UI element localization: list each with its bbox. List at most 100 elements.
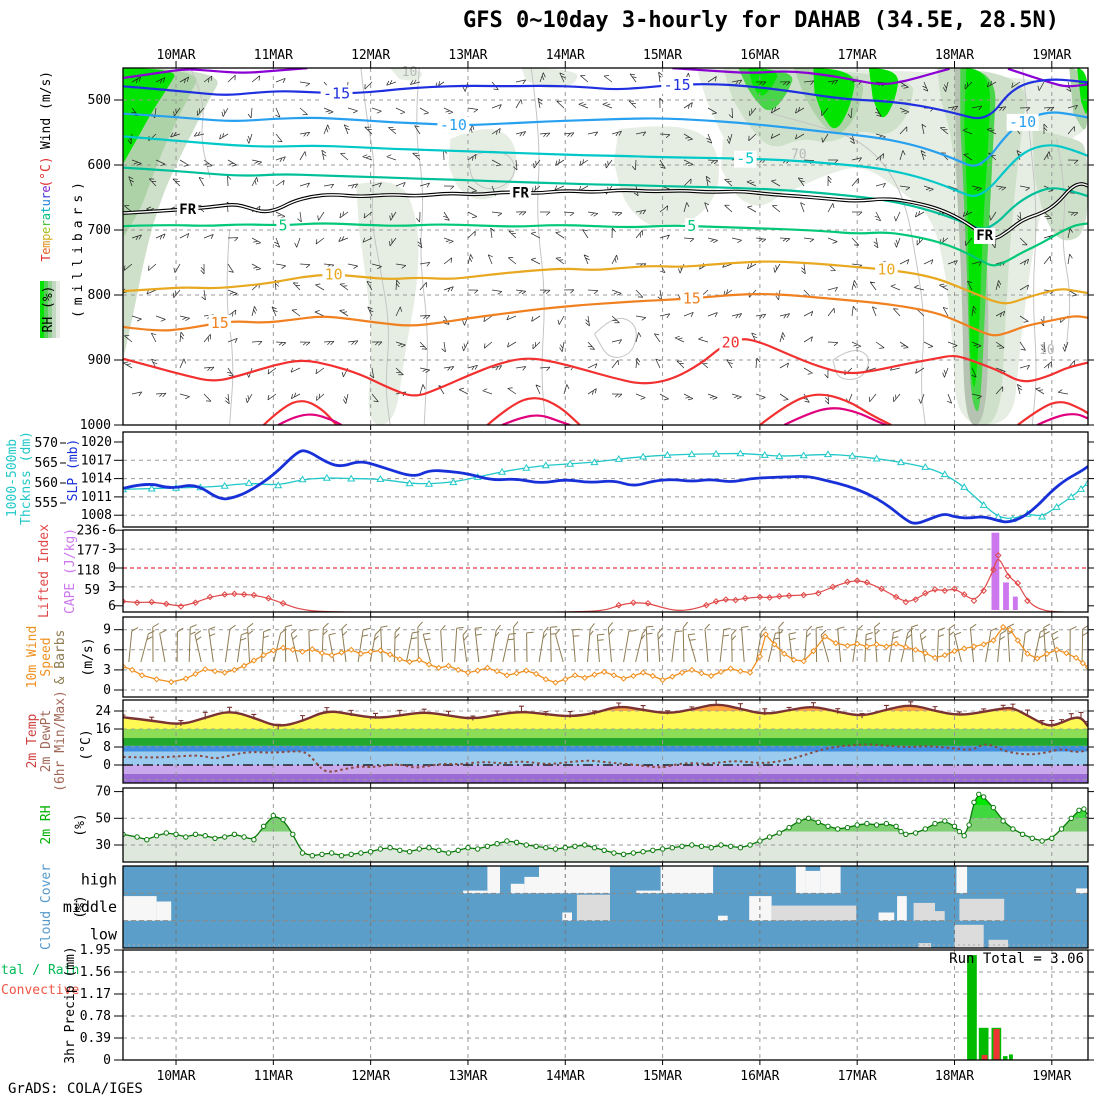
svg-text:u: u	[39, 199, 53, 206]
svg-text:low: low	[90, 925, 118, 943]
svg-text:13MAR: 13MAR	[448, 48, 487, 63]
svg-text:Speed: Speed	[39, 637, 54, 676]
svg-text:Run Total = 3.06: Run Total = 3.06	[949, 951, 1084, 967]
svg-text:10: 10	[1039, 343, 1055, 358]
svg-text:2m DewPt: 2m DewPt	[39, 710, 54, 773]
svg-text:10MAR: 10MAR	[156, 48, 195, 63]
svg-text:T: T	[39, 254, 53, 261]
svg-text:e: e	[39, 227, 53, 234]
svg-text:10: 10	[325, 265, 343, 283]
svg-text:FR: FR	[976, 228, 993, 244]
svg-text:24: 24	[95, 704, 111, 719]
svg-text:-3: -3	[100, 542, 116, 557]
svg-text:2m RH: 2m RH	[39, 805, 54, 844]
svg-text:6: 6	[103, 643, 111, 658]
svg-text:r: r	[39, 192, 53, 199]
svg-text:0: 0	[103, 683, 111, 698]
svg-text:0: 0	[103, 758, 111, 773]
svg-text:5: 5	[279, 216, 288, 234]
svg-text:15: 15	[683, 289, 701, 307]
svg-text:p: p	[39, 234, 53, 241]
svg-text:1.17: 1.17	[80, 987, 111, 1002]
svg-text:9: 9	[103, 623, 111, 638]
svg-text:SLP (mb): SLP (mb)	[66, 439, 81, 502]
svg-text:t: t	[39, 206, 53, 213]
svg-text:1000: 1000	[80, 418, 111, 433]
svg-text:18MAR: 18MAR	[935, 48, 974, 63]
svg-text:15: 15	[211, 314, 229, 332]
svg-text:19MAR: 19MAR	[1032, 48, 1071, 63]
svg-text:11MAR: 11MAR	[254, 48, 293, 63]
svg-text:14MAR: 14MAR	[546, 48, 585, 63]
svg-text:3: 3	[103, 663, 111, 678]
svg-text:(°C): (°C)	[39, 156, 54, 187]
svg-text:(%): (%)	[73, 813, 88, 836]
chart-title: GFS 0~10day 3-hourly for DAHAB (34.5E, 2…	[462, 8, 1060, 33]
svg-text:15MAR: 15MAR	[643, 1069, 682, 1084]
grads-credit: GrADS: COLA/IGES	[8, 1081, 143, 1097]
svg-text:18MAR: 18MAR	[935, 1069, 974, 1084]
svg-text:30: 30	[95, 838, 111, 853]
panel-cape-lifted-index: -6 -3 0 3 6 236 177 118 59	[77, 523, 1094, 617]
svg-text:0: 0	[108, 561, 116, 576]
svg-text:high: high	[81, 871, 117, 889]
svg-text:(%): (%)	[73, 895, 88, 918]
svg-text:177: 177	[77, 543, 100, 558]
svg-text:20: 20	[722, 333, 740, 351]
svg-text:e: e	[39, 185, 53, 192]
svg-text:1000-500mb: 1000-500mb	[5, 439, 20, 517]
svg-text:16: 16	[95, 722, 111, 737]
svg-text:10MAR: 10MAR	[156, 1069, 195, 1084]
svg-text:Cloud Cover: Cloud Cover	[39, 864, 54, 950]
svg-text:a: a	[39, 213, 53, 220]
svg-text:70: 70	[95, 785, 111, 800]
svg-text:236: 236	[77, 524, 100, 539]
svg-text:-15: -15	[323, 84, 350, 102]
panel-precip: 1.95 1.56 1.17 0.78 0.39 0 Run Total = 3.06 10M…	[80, 943, 1094, 1084]
svg-text:3: 3	[108, 580, 116, 595]
svg-text:555: 555	[35, 496, 58, 511]
svg-text:118: 118	[77, 563, 100, 578]
svg-text:10: 10	[877, 261, 895, 279]
svg-text:560: 560	[35, 476, 58, 491]
panel-2m-temp-dewpt: 24 16 8 0	[95, 699, 1094, 788]
svg-text:1008: 1008	[81, 508, 112, 523]
svg-text:Thcknss (dm): Thcknss (dm)	[19, 431, 34, 525]
svg-text:1020: 1020	[81, 435, 112, 450]
svg-text:2m Temp: 2m Temp	[25, 713, 40, 768]
svg-text:0: 0	[103, 1053, 111, 1068]
svg-text:600: 600	[88, 158, 111, 173]
svg-text:17MAR: 17MAR	[838, 48, 877, 63]
svg-text:10m Wind: 10m Wind	[25, 626, 40, 689]
svg-text:5: 5	[687, 217, 696, 235]
panel-slp-thickness: 1020 1017 1014 1011 1008 570 565 560 555	[35, 431, 1094, 532]
svg-text:50: 50	[95, 811, 111, 826]
svg-text:570: 570	[35, 436, 58, 451]
panel-2m-rh: 70 50 30	[95, 785, 1094, 867]
svg-text:70: 70	[791, 148, 807, 163]
svg-text:0.78: 0.78	[80, 1009, 111, 1024]
svg-text:500: 500	[88, 93, 111, 108]
svg-text:13MAR: 13MAR	[448, 1069, 487, 1084]
svg-text:19MAR: 19MAR	[1032, 1069, 1071, 1084]
svg-text:-10: -10	[440, 116, 467, 134]
svg-text:800: 800	[88, 288, 111, 303]
svg-text:1.56: 1.56	[80, 965, 111, 980]
svg-text:FR: FR	[512, 186, 529, 202]
svg-text:(millibars): (millibars)	[71, 182, 86, 318]
svg-text:& Barbs: & Barbs	[53, 630, 68, 685]
svg-text:16MAR: 16MAR	[740, 48, 779, 63]
svg-text:15MAR: 15MAR	[643, 48, 682, 63]
svg-text:(6hr Min/Max): (6hr Min/Max)	[53, 690, 68, 792]
svg-text:Convective: Convective	[1, 983, 79, 998]
svg-text:1017: 1017	[81, 453, 112, 468]
svg-text:3hr Precip (mm): 3hr Precip (mm)	[63, 946, 78, 1063]
svg-text:(°C): (°C)	[79, 729, 94, 760]
svg-text:(m/s): (m/s)	[81, 637, 96, 676]
svg-text:11MAR: 11MAR	[254, 1069, 293, 1084]
svg-text:m: m	[39, 241, 53, 248]
svg-text:900: 900	[88, 353, 111, 368]
